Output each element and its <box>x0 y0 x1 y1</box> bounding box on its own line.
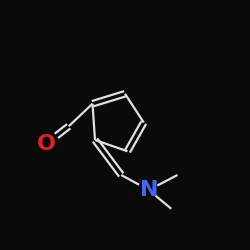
Text: O: O <box>37 134 56 154</box>
Text: N: N <box>140 180 158 200</box>
